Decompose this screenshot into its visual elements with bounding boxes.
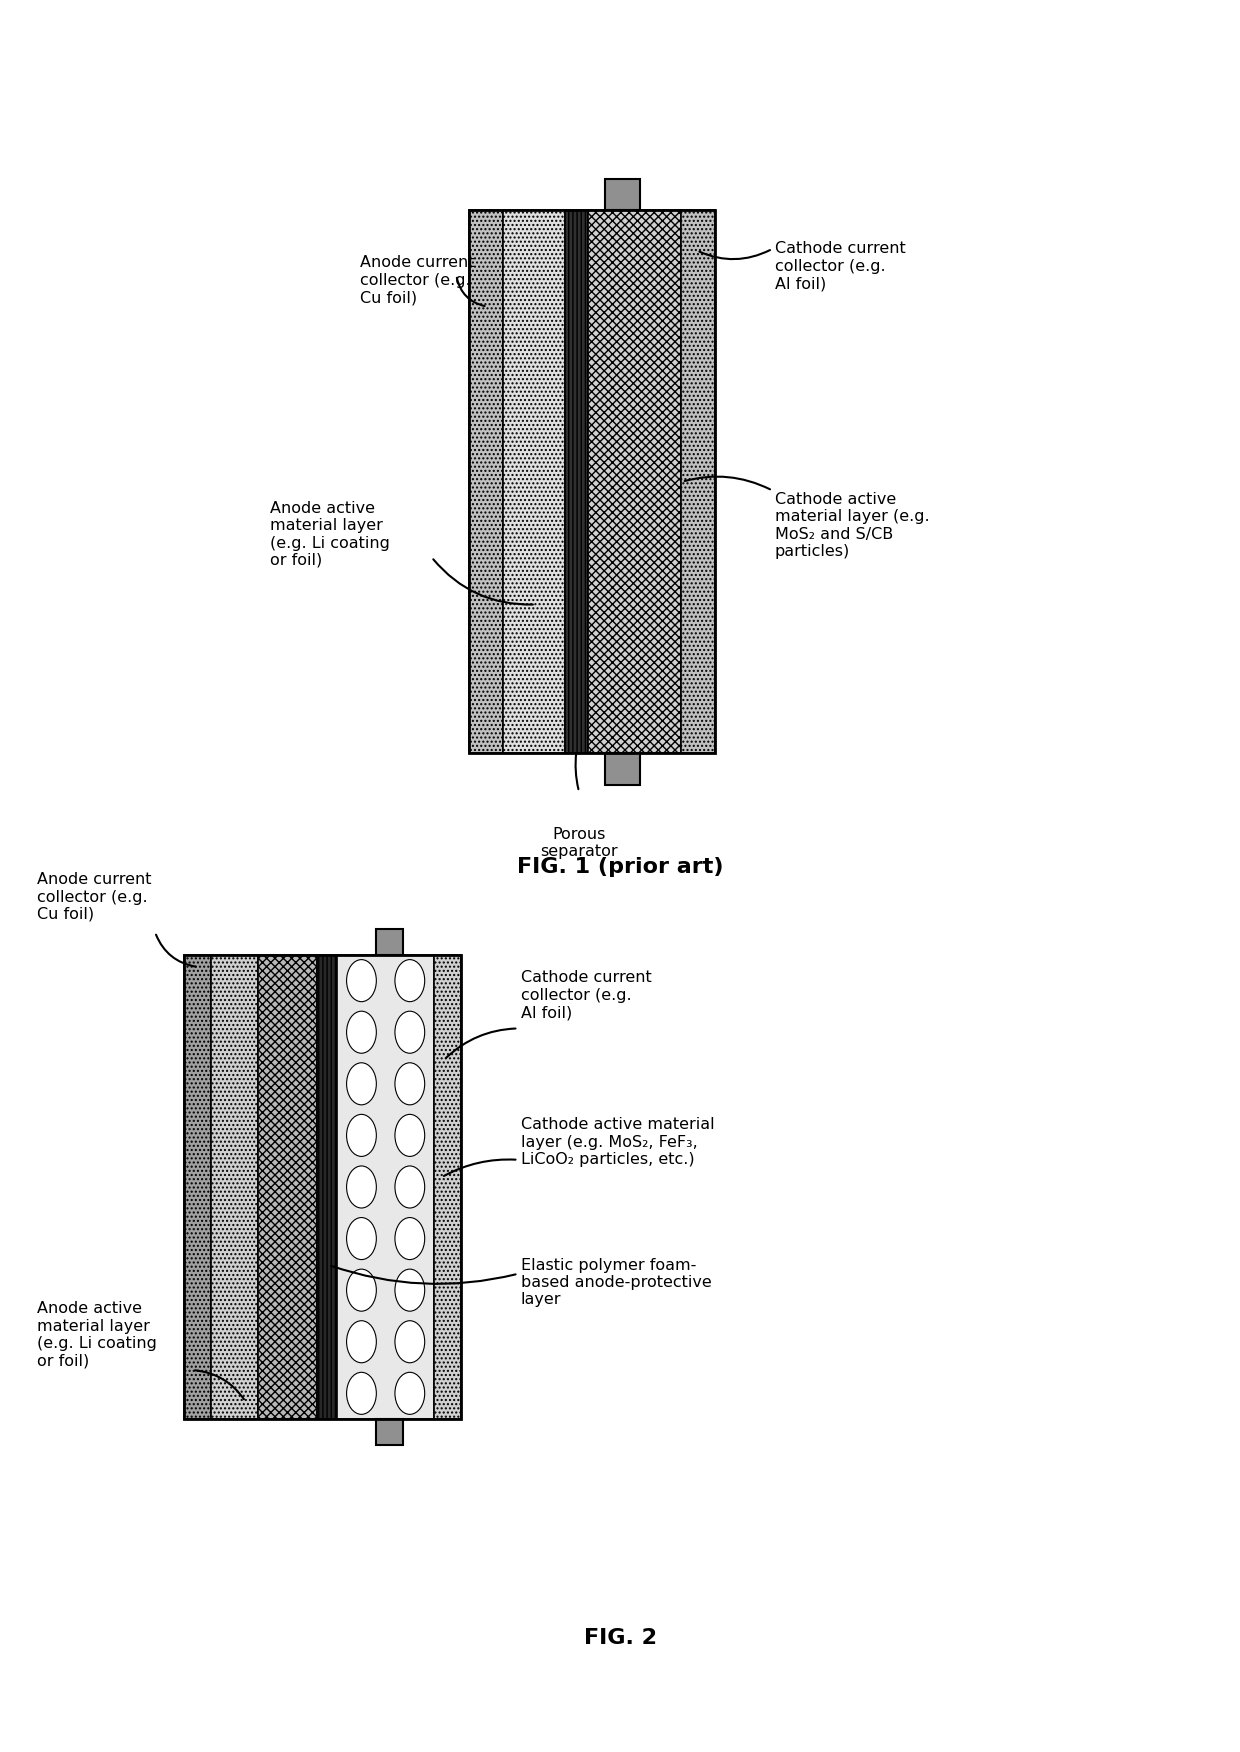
Bar	[376, 1419, 403, 1445]
Circle shape	[394, 1321, 424, 1363]
Circle shape	[394, 960, 424, 1002]
Bar	[605, 753, 640, 785]
Circle shape	[394, 1167, 424, 1209]
Text: FIG. 1 (prior art): FIG. 1 (prior art)	[517, 857, 723, 878]
Bar	[503, 210, 565, 753]
Text: Porous
separator: Porous separator	[541, 827, 618, 858]
Text: Cathode current
collector (e.g.
Al foil): Cathode current collector (e.g. Al foil)	[521, 971, 651, 1020]
Text: Anode active
material layer
(e.g. Li coating
or foil): Anode active material layer (e.g. Li coa…	[37, 1302, 157, 1368]
Bar	[588, 210, 681, 753]
Circle shape	[347, 960, 377, 1002]
Text: Anode active
material layer
(e.g. Li coating
or foil): Anode active material layer (e.g. Li coa…	[270, 501, 391, 568]
Circle shape	[394, 1011, 424, 1053]
Text: Cathode current
collector (e.g.
Al foil): Cathode current collector (e.g. Al foil)	[775, 242, 905, 291]
Bar	[376, 929, 403, 955]
Circle shape	[347, 1011, 377, 1053]
Circle shape	[394, 1372, 424, 1414]
Circle shape	[394, 1114, 424, 1156]
Bar	[469, 210, 715, 753]
Bar	[258, 955, 317, 1419]
Circle shape	[394, 1268, 424, 1310]
Text: Anode current
collector (e.g.
Cu foil): Anode current collector (e.g. Cu foil)	[360, 256, 474, 305]
Bar	[469, 210, 503, 753]
Bar	[317, 955, 337, 1419]
Circle shape	[347, 1372, 377, 1414]
Circle shape	[347, 1218, 377, 1260]
Text: Cathode active
material layer (e.g.
MoS₂ and S/CB
particles): Cathode active material layer (e.g. MoS₂…	[775, 492, 930, 559]
Text: Elastic polymer foam-
based anode-protective
layer: Elastic polymer foam- based anode-protec…	[521, 1258, 712, 1307]
Bar	[565, 210, 588, 753]
Bar	[681, 210, 715, 753]
Circle shape	[347, 1114, 377, 1156]
Circle shape	[347, 1321, 377, 1363]
Circle shape	[394, 1063, 424, 1106]
Text: FIG. 2: FIG. 2	[584, 1628, 656, 1649]
Circle shape	[347, 1063, 377, 1106]
Text: Anode current
collector (e.g.
Cu foil): Anode current collector (e.g. Cu foil)	[37, 872, 151, 922]
Circle shape	[347, 1268, 377, 1310]
Bar	[434, 955, 461, 1419]
Circle shape	[347, 1167, 377, 1209]
Bar	[184, 955, 461, 1419]
Bar	[605, 179, 640, 210]
Text: Cathode active material
layer (e.g. MoS₂, FeF₃,
LiCoO₂ particles, etc.): Cathode active material layer (e.g. MoS₂…	[521, 1118, 714, 1167]
Circle shape	[394, 1218, 424, 1260]
Bar	[184, 955, 211, 1419]
Bar	[337, 955, 434, 1419]
Bar	[211, 955, 258, 1419]
